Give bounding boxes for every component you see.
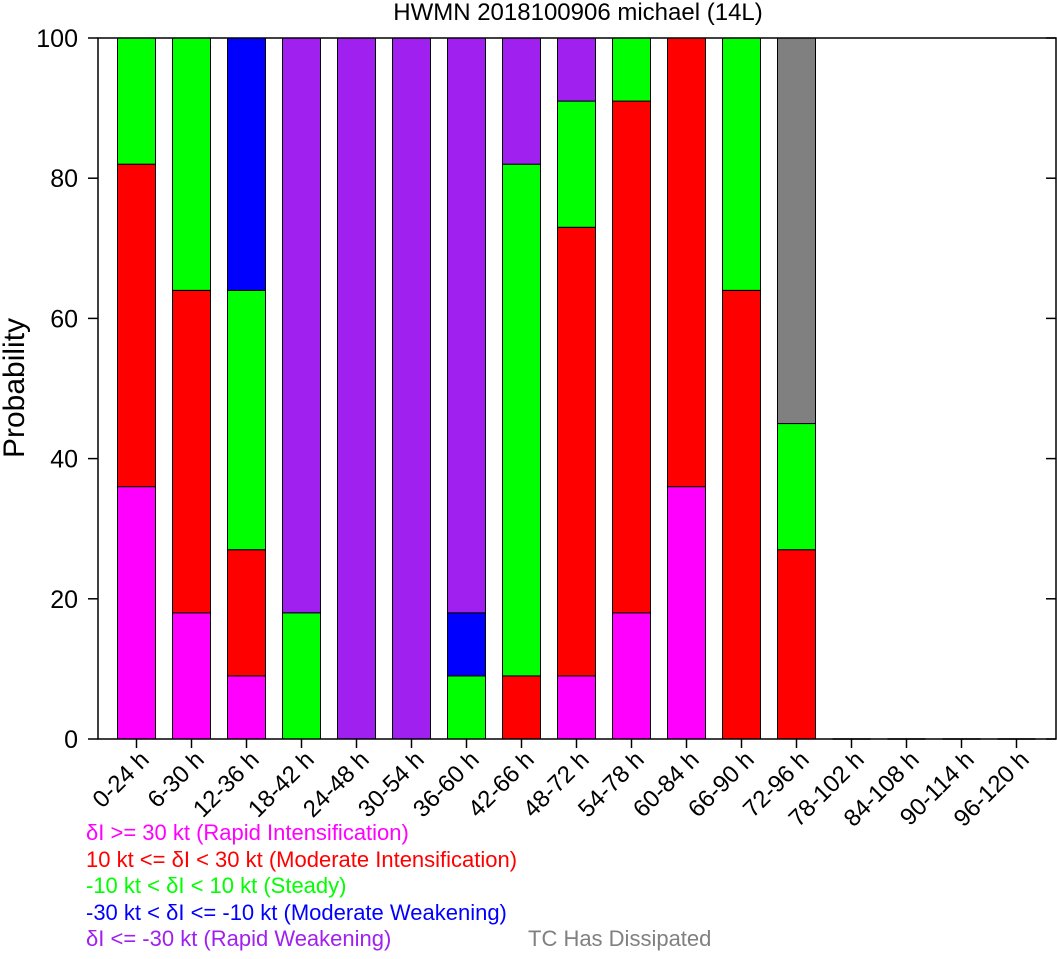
bar-mw-6	[447, 612, 486, 677]
bar-mi-1	[172, 289, 211, 614]
legend-item-rapid-weakening: δI <= -30 kt (Rapid Weakening)	[86, 926, 392, 952]
y-tick-label: 20	[50, 586, 78, 614]
bar-st-12	[777, 423, 816, 551]
bar-rw-5	[392, 37, 431, 740]
bar-st-2	[227, 289, 266, 551]
bar-ri-0	[117, 486, 156, 740]
legend-item-moderate-weakening: -30 kt < δI <= -10 kt (Moderate Weakenin…	[86, 899, 507, 925]
y-tick-label: 100	[36, 25, 78, 53]
y-axis-label: Probability	[0, 318, 31, 458]
bar-st-3	[282, 612, 321, 740]
y-tick-label: 40	[50, 446, 78, 474]
bar-st-7	[502, 163, 541, 677]
legend-item-moderate-intensification: 10 kt <= δI < 30 kt (Moderate Intensific…	[86, 846, 518, 872]
legend-item-steady: -10 kt < δI < 10 kt (Steady)	[86, 873, 347, 899]
chart-title: HWMN 2018100906 michael (14L)	[393, 0, 763, 26]
bars-group	[117, 37, 1036, 740]
bar-mw-2	[227, 37, 266, 291]
bar-st-1	[172, 37, 211, 291]
bar-ri-2	[227, 675, 266, 740]
legend-item-rapid-intensification: δI >= 30 kt (Rapid Intensification)	[86, 820, 409, 845]
bar-st-8	[557, 100, 596, 228]
bar-st-6	[447, 675, 486, 740]
bar-mi-10	[667, 37, 706, 488]
bar-rw-3	[282, 37, 321, 614]
bar-mi-2	[227, 549, 266, 677]
y-tick-label: 60	[50, 305, 78, 333]
bar-ri-1	[172, 612, 211, 740]
bar-mi-11	[722, 289, 761, 740]
bar-mi-7	[502, 675, 541, 740]
x-tick-label: 0-24 h	[88, 746, 155, 813]
bar-mi-12	[777, 549, 816, 740]
bar-st-11	[722, 37, 761, 291]
y-tick-label: 80	[50, 165, 78, 193]
bar-rw-6	[447, 37, 486, 614]
legend: δI >= 30 kt (Rapid Intensification) 10 k…	[86, 820, 517, 953]
bar-ri-10	[667, 486, 706, 740]
bar-rw-4	[337, 37, 376, 740]
bar-td-12	[777, 37, 816, 425]
bar-ri-9	[612, 612, 651, 740]
bar-st-9	[612, 37, 651, 102]
bar-mi-0	[117, 163, 156, 488]
y-tick-label: 0	[64, 726, 78, 754]
bar-ri-8	[557, 675, 596, 740]
bar-rw-7	[502, 37, 541, 165]
legend-item-tc-dissipated: TC Has Dissipated	[528, 926, 712, 951]
bar-rw-8	[557, 37, 596, 102]
bar-mi-8	[557, 226, 596, 677]
bar-mi-9	[612, 100, 651, 614]
bar-st-0	[117, 37, 156, 165]
